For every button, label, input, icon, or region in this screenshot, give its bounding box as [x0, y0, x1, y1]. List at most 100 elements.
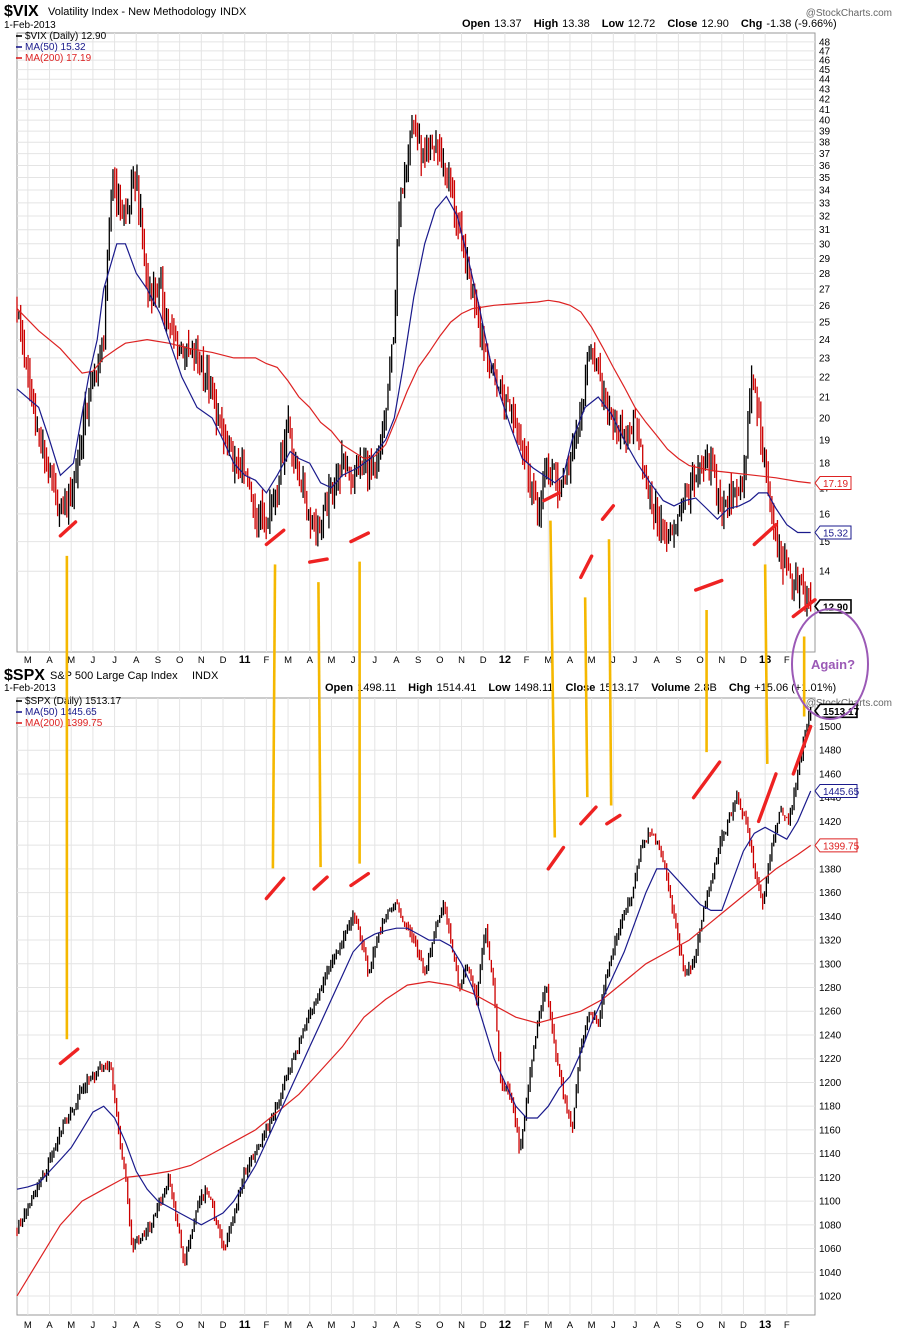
spx-month-label: 11 [239, 1319, 251, 1331]
spx-month-label: D [740, 1320, 747, 1331]
vix-legend-entry: MA(50) 15.32 [25, 42, 86, 53]
vix-month-label: M [327, 655, 335, 666]
vix-y-tick-label: 15 [819, 537, 831, 548]
connector-line [583, 597, 589, 798]
vix-divergence-mark [308, 557, 329, 564]
spx-y-tick-label: 1460 [819, 769, 842, 780]
vix-close-label: Close [667, 18, 697, 30]
vix-y-tick-label: 31 [819, 225, 831, 236]
vix-divergence-mark [694, 578, 724, 592]
spx-legend-entry: MA(200) 1399.75 [25, 718, 103, 729]
spx-month-label: A [393, 1320, 400, 1331]
spx-month-label: 12 [499, 1319, 511, 1331]
vix-y-tick-label: 32 [819, 212, 831, 223]
spx-y-tick-label: 1260 [819, 1007, 842, 1018]
connector-line [549, 520, 557, 838]
spx-y-tick-label: 1080 [819, 1220, 842, 1231]
spx-month-label: M [24, 1320, 32, 1331]
vix-y-tick-label: 14 [819, 567, 831, 578]
spx-month-label: J [611, 1320, 616, 1331]
vix-symbol: $VIX [4, 3, 39, 20]
spx-month-label: M [67, 1320, 75, 1331]
vix-divergence-mark [579, 554, 594, 580]
spx-ma200-line [16, 844, 812, 1297]
vix-value-tag-box [814, 525, 852, 540]
spx-month-label: M [284, 1320, 292, 1331]
vix-divergence-mark [349, 531, 370, 544]
vix-y-tick-label: 43 [819, 85, 831, 96]
vix-ma200-line [16, 299, 811, 484]
spx-header: $SPX S&P 500 Large Cap Index INDX 1-Feb-… [4, 667, 892, 709]
vix-chg-value: -1.38 (-9.66%) [766, 18, 836, 30]
vix-month-label: N [718, 655, 725, 666]
vix-month-label: M [67, 655, 75, 666]
spx-month-label: 13 [759, 1319, 771, 1331]
spx-month-label: A [567, 1320, 574, 1331]
spx-watermark: @StockCharts.com [806, 698, 892, 709]
spx-month-label: O [436, 1320, 443, 1331]
spx-month-label: M [588, 1320, 596, 1331]
spx-y-tick-label: 1020 [819, 1292, 842, 1303]
spx-month-label: J [372, 1320, 377, 1331]
vix-month-label: F [524, 655, 530, 666]
vix-quote: Open 13.37 High 13.38 Low 12.72 Close 12.90 … [462, 18, 837, 30]
vix-month-label: A [46, 655, 53, 666]
vix-value-tag-box [814, 476, 852, 491]
vix-plot-frame [16, 32, 816, 653]
spx-y-tick-label: 1300 [819, 959, 842, 970]
spx-month-label: J [351, 1320, 356, 1331]
spx-y-tick-label: 1320 [819, 936, 842, 947]
spx-y-tick-label: 1200 [819, 1078, 842, 1089]
vix-month-label: A [393, 655, 400, 666]
vix-month-label: F [263, 655, 269, 666]
vix-y-tick-label: 33 [819, 198, 831, 209]
vix-month-label: D [220, 655, 227, 666]
vix-open-label: Open [462, 18, 490, 30]
spx-month-label: F [524, 1320, 530, 1331]
spx-y-tick-label: 1340 [819, 912, 842, 923]
vix-y-tick-label: 26 [819, 301, 831, 312]
spx-description: S&P 500 Large Cap Index [50, 670, 178, 682]
spx-y-tick-label: 1500 [819, 722, 842, 733]
vix-month-label: A [307, 655, 314, 666]
vix-high-value: 13.38 [562, 18, 590, 30]
vix-month-label: D [480, 655, 487, 666]
vix-month-label: S [675, 655, 681, 666]
vix-low-value: 12.72 [628, 18, 656, 30]
spx-month-label: N [718, 1320, 725, 1331]
vix-month-label: J [372, 655, 377, 666]
spx-y-tick-label: 1180 [819, 1102, 841, 1113]
spx-month-label: J [112, 1320, 117, 1331]
vix-y-tick-label: 19 [819, 436, 831, 447]
vix-divergence-mark [264, 528, 286, 547]
spx-exchange: INDX [192, 670, 219, 682]
spx-divergence-mark [791, 724, 813, 776]
vix-legend-entry: MA(200) 17.19 [25, 53, 92, 64]
vix-divergence-mark [542, 491, 561, 503]
vix-panel: 1415161718192021222324252627282930313233… [16, 31, 852, 666]
spx-month-label: S [675, 1320, 681, 1331]
vix-month-label: M [24, 655, 32, 666]
vix-month-label: D [740, 655, 747, 666]
spx-ma50-line [16, 790, 812, 1226]
vix-description: Volatility Index - New Methodology [48, 6, 217, 18]
spx-panel: 1020 1040 1060 1080 1100 1120 1140 1160 1180 1200… [16, 696, 860, 1331]
spx-low-value: 1498.11 [514, 682, 553, 694]
vix-close-value: 12.90 [701, 18, 729, 30]
spx-month-label: A [307, 1320, 314, 1331]
vix-y-tick-label: 21 [819, 393, 831, 404]
vix-month-label: A [133, 655, 140, 666]
vix-chg-label: Chg [741, 18, 762, 30]
spx-high-value: 1514.41 [437, 682, 477, 694]
spx-y-tick-label: 1160 [819, 1125, 841, 1136]
spx-month-label: M [544, 1320, 552, 1331]
spx-month-label: A [654, 1320, 661, 1331]
vix-month-label: S [415, 655, 421, 666]
spx-value-tag-box [814, 838, 858, 853]
divergence-marks [58, 491, 817, 1066]
spx-month-label: N [198, 1320, 205, 1331]
spx-y-tick-label: 1100 [819, 1197, 841, 1208]
vix-month-label: 12 [499, 654, 511, 666]
vix-month-label: F [784, 655, 790, 666]
